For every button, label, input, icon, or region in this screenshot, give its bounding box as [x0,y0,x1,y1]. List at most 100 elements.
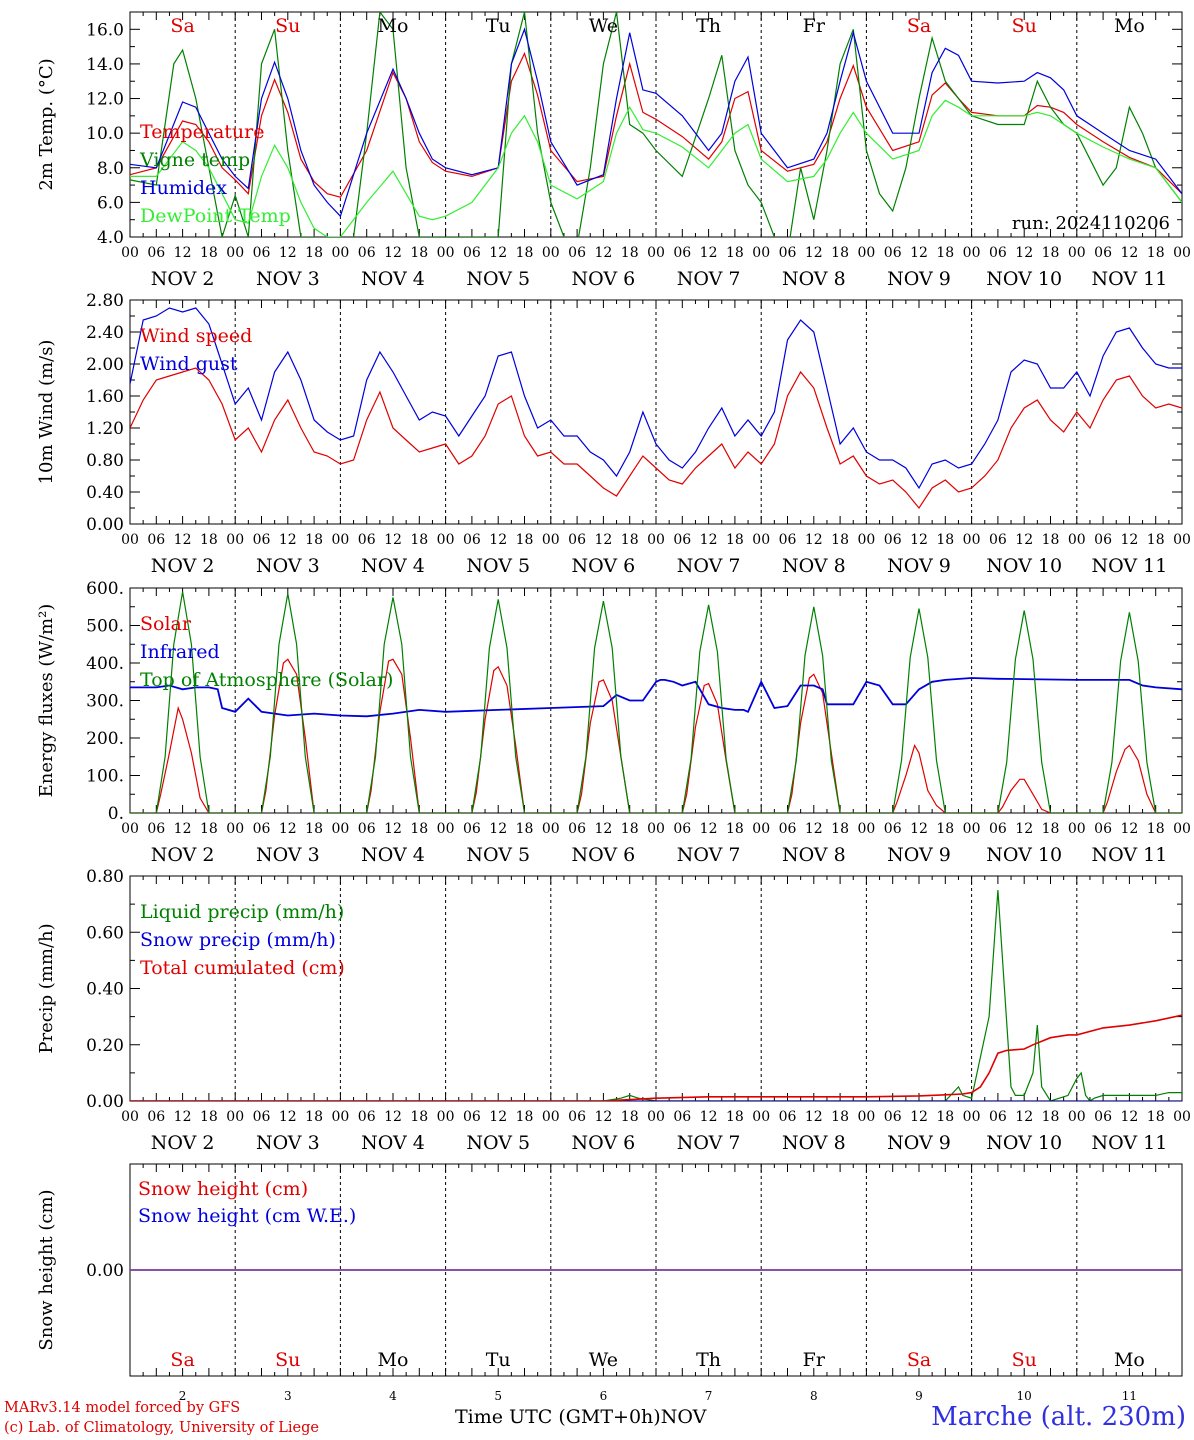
hour-label: 00 [752,1109,770,1125]
hour-label: 00 [647,532,665,548]
date-label: NOV 6 [572,844,636,866]
day-label: Sa [907,1349,931,1371]
legend-entry-3: Humidex [140,177,227,199]
hour-label: 06 [779,1109,797,1125]
y-tick-label: 12.0 [86,90,124,110]
hour-label: 18 [936,1109,954,1125]
hour-label: 12 [910,532,928,548]
date-label: NOV 6 [572,1132,636,1154]
y-tick-label: 400. [86,654,124,674]
model-credit: MARv3.14 model forced by GFS [4,1400,241,1416]
hour-label: 06 [463,532,481,548]
y-tick-label: 0.00 [86,515,124,535]
hour-label: 12 [1015,245,1033,261]
legend-entry-4: DewPoint Temp [140,205,291,227]
legend-entry-2: Vigne temp [139,149,250,171]
hour-label: 06 [253,245,271,261]
date-label: NOV 9 [887,268,951,290]
y-tick-label: 0.00 [86,1092,124,1112]
date-label: NOV 9 [887,555,951,577]
hour-label: 18 [200,1109,218,1125]
date-label: NOV 4 [361,844,425,866]
hour-label: 18 [200,532,218,548]
y-tick-label: 0.80 [86,451,124,471]
day-label: Tu [486,15,511,37]
legend-entry-2: Snow precip (mm/h) [140,929,336,951]
hour-label: 00 [963,245,981,261]
date-label: NOV 7 [677,844,741,866]
hour-label: 12 [594,1109,612,1125]
y-tick-label: 6.0 [97,193,124,213]
y-tick-label: 0.40 [86,483,124,503]
hour-label: 12 [910,821,928,837]
series-line-1 [130,658,1182,813]
day-number: 6 [600,1389,608,1403]
date-label: NOV 2 [151,555,215,577]
hour-label: 00 [226,821,244,837]
hour-label: 06 [779,532,797,548]
hour-label-end: 00 [1173,1109,1191,1125]
hour-label: 18 [621,1109,639,1125]
series-line-2 [130,12,1182,237]
hour-label: 00 [752,245,770,261]
hour-label: 00 [226,245,244,261]
date-label: NOV 10 [986,555,1062,577]
hour-label: 12 [489,245,507,261]
hour-label: 18 [1042,245,1060,261]
hour-label: 06 [147,821,165,837]
hour-label: 12 [174,245,192,261]
y-tick-label: 0.80 [86,867,124,887]
date-label: NOV 8 [782,555,846,577]
hour-label: 06 [568,821,586,837]
date-label: NOV 11 [1091,268,1167,290]
hour-label: 00 [647,1109,665,1125]
y-axis-title: Snow height (cm) [36,1189,57,1350]
hour-label: 06 [779,245,797,261]
hour-label: 18 [1147,821,1165,837]
date-label: NOV 7 [677,1132,741,1154]
hour-label: 06 [989,245,1007,261]
hour-label-end: 00 [1173,245,1191,261]
y-tick-label: 0.40 [86,980,124,1000]
hour-label: 18 [200,821,218,837]
hour-label: 12 [279,245,297,261]
hour-label: 06 [1094,245,1112,261]
hour-label: 12 [700,245,718,261]
hour-label: 18 [305,1109,323,1125]
hour-label: 12 [174,1109,192,1125]
panel-1: 4.0 6.0 8.0 10.0 12.0 14.0 16.0 2m Temp. (°C) Te… [36,11,1191,290]
run-annotation: run: 2024110206 [1012,213,1170,234]
day-number: 9 [915,1389,923,1403]
legend-entry-2: Infrared [140,641,220,663]
date-label: NOV 11 [1091,844,1167,866]
hour-label: 00 [963,1109,981,1125]
hour-label: 06 [779,821,797,837]
day-label: Mo [378,1349,409,1371]
hour-label: 06 [358,245,376,261]
hour-label: 06 [253,1109,271,1125]
hour-label: 00 [121,821,139,837]
day-label: Mo [378,15,409,37]
panel-2: 0.00 0.40 0.80 1.20 1.60 2.00 2.40 2.80 10m Wind… [36,291,1191,577]
hour-label: 12 [910,245,928,261]
date-label: NOV 3 [256,268,320,290]
hour-label: 18 [1147,245,1165,261]
date-label: NOV 11 [1091,1132,1167,1154]
hour-label: 12 [174,821,192,837]
date-label: NOV 5 [466,268,530,290]
day-label: Su [1012,1349,1037,1371]
hour-label: 00 [647,245,665,261]
y-tick-label: 100. [86,767,124,787]
date-label: NOV 5 [466,555,530,577]
hour-label: 00 [857,1109,875,1125]
hour-label: 06 [463,821,481,837]
hour-label: 18 [621,245,639,261]
legend-entry-1: Temperature [140,121,264,143]
hour-label: 12 [805,532,823,548]
hour-label: 06 [253,821,271,837]
hour-label: 12 [700,1109,718,1125]
y-axis-title: 2m Temp. (°C) [36,58,57,190]
hour-label: 12 [594,821,612,837]
day-number: 3 [284,1389,292,1403]
